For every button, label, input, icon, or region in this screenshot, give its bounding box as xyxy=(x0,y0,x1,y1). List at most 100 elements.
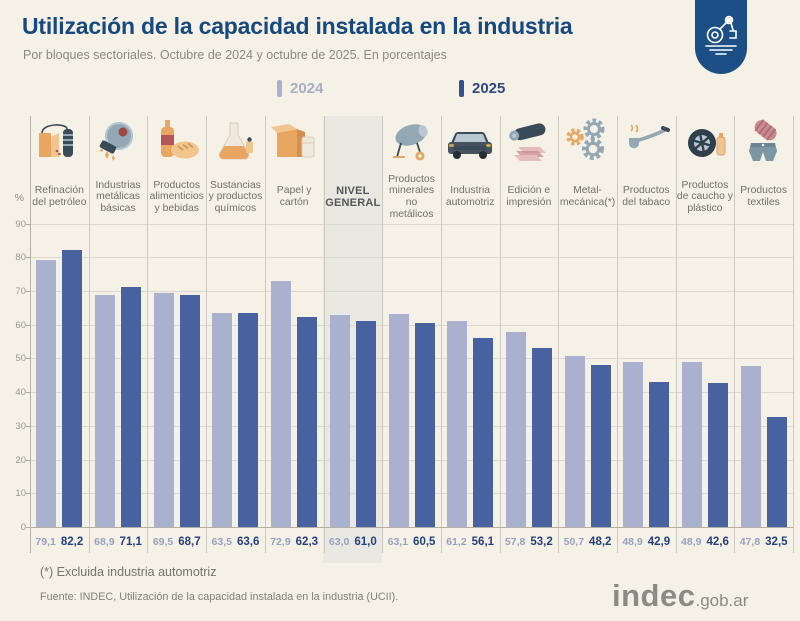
sector-label-5: Papel y cartón xyxy=(276,185,312,208)
legend-label-2024: 2024 xyxy=(290,80,324,97)
bar-2025-4 xyxy=(238,312,259,527)
y-tick-50 xyxy=(26,358,30,359)
bar-2024-4 xyxy=(212,312,233,527)
printing-roller-icon xyxy=(504,117,554,172)
robot-arm-icon xyxy=(702,13,740,62)
y-tick-10 xyxy=(26,493,30,494)
sector-icon-slot xyxy=(734,118,793,170)
sector-icon-slot xyxy=(382,118,441,170)
car-icon xyxy=(445,117,495,172)
legend-marker-2024 xyxy=(277,80,282,97)
column-divider-4 xyxy=(264,116,266,553)
value-2025: 42,9 xyxy=(647,536,671,548)
cement-mixer-icon xyxy=(387,117,437,172)
gears-icon xyxy=(563,117,613,172)
column-divider-2 xyxy=(147,116,149,553)
y-tick-label-0: 0 xyxy=(20,522,26,533)
tire-icon xyxy=(680,117,730,172)
bar-2025-11 xyxy=(649,382,670,527)
legend-marker-2025 xyxy=(459,80,464,97)
value-2024: 72,9 xyxy=(270,536,291,548)
column-divider-9 xyxy=(558,116,560,553)
y-tick-40 xyxy=(26,392,30,393)
sector-label-6: NIVEL GENERAL xyxy=(325,184,381,209)
value-2025: 32,5 xyxy=(765,536,788,548)
x-axis-line xyxy=(26,527,793,528)
gridline-70 xyxy=(30,291,793,292)
sector-icon-slot xyxy=(89,118,148,170)
value-2024: 47,8 xyxy=(739,536,761,548)
chemical-flask-icon xyxy=(210,117,260,172)
gridline-80 xyxy=(30,257,793,258)
sector-icon-slot xyxy=(676,118,735,170)
gridline-90 xyxy=(30,224,793,225)
sector-icon-slot xyxy=(617,118,676,170)
value-2024: 48,9 xyxy=(681,536,702,548)
bar-2025-9 xyxy=(531,347,552,527)
sector-label-13: Productos textiles xyxy=(740,185,788,208)
bar-2024-7 xyxy=(388,314,409,527)
sector-label-8: Industria automotriz xyxy=(445,185,495,208)
bar-2025-10 xyxy=(590,364,611,527)
indec-badge xyxy=(695,0,747,74)
bar-2025-12 xyxy=(708,383,728,527)
bar-2025-6 xyxy=(355,321,376,527)
sector-label-2: Industrias metálicas básicas xyxy=(95,179,141,214)
sector-icon-slot xyxy=(30,118,89,170)
column-divider-8 xyxy=(499,116,501,553)
value-2025: 56,1 xyxy=(471,536,495,548)
value-2025: 68,7 xyxy=(178,536,201,548)
column-divider-6 xyxy=(382,116,384,553)
y-tick-80 xyxy=(26,257,30,258)
value-2024: 63,5 xyxy=(211,536,232,548)
value-2025: 71,1 xyxy=(119,536,142,548)
value-labels-8: 61,2 56,1 xyxy=(441,532,500,550)
sector-label-4: Sustancias y productos químicos xyxy=(208,179,263,214)
y-tick-label-50: 50 xyxy=(15,353,26,364)
value-labels-2: 68,9 71,1 xyxy=(89,532,148,550)
value-2024: 68,9 xyxy=(94,536,115,548)
value-labels-4: 63,5 63,6 xyxy=(206,532,265,550)
value-labels-10: 50,7 48,2 xyxy=(558,532,617,550)
gridline-30 xyxy=(30,426,793,427)
bar-2024-3 xyxy=(153,292,174,527)
value-labels-1: 79,1 82,2 xyxy=(30,532,89,550)
value-2025: 42,6 xyxy=(706,536,729,548)
value-2024: 48,9 xyxy=(622,536,643,548)
y-tick-label-20: 20 xyxy=(15,455,26,466)
value-labels-11: 48,9 42,9 xyxy=(617,532,676,550)
value-2024: 57,8 xyxy=(504,536,526,548)
sector-icon-slot xyxy=(206,118,265,170)
y-tick-30 xyxy=(26,426,30,427)
bar-2024-10 xyxy=(564,356,585,527)
oil-refinery-icon xyxy=(34,117,84,172)
bar-2025-1 xyxy=(62,249,83,527)
value-labels-5: 72,9 62,3 xyxy=(265,532,324,550)
indec-logo-text: indec xyxy=(612,578,696,613)
y-axis-line xyxy=(30,116,31,553)
value-2024: 50,7 xyxy=(563,536,585,548)
bar-2025-3 xyxy=(179,295,200,527)
bar-2025-5 xyxy=(297,316,318,527)
value-2024: 63,0 xyxy=(328,536,350,548)
y-tick-70 xyxy=(26,291,30,292)
gridline-60 xyxy=(30,325,793,326)
value-2025: 63,6 xyxy=(236,536,260,548)
column-divider-12 xyxy=(734,116,736,553)
value-2024: 69,5 xyxy=(152,536,174,548)
gridline-40 xyxy=(30,392,793,393)
sector-icon-slot xyxy=(558,118,617,170)
page-subtitle: Por bloques sectoriales. Octubre de 2024… xyxy=(23,48,447,62)
bar-2024-8 xyxy=(447,320,468,527)
metal-grinder-icon xyxy=(93,117,143,172)
gridline-50 xyxy=(30,358,793,359)
bar-2024-11 xyxy=(623,362,644,527)
column-divider-10 xyxy=(616,116,618,553)
column-divider-11 xyxy=(675,116,677,553)
sector-icon-slot xyxy=(265,118,324,170)
column-divider-13 xyxy=(793,116,794,553)
textile-icon xyxy=(739,117,789,172)
value-2024: 61,2 xyxy=(446,536,467,548)
column-divider-5 xyxy=(323,116,325,553)
value-2025: 61,0 xyxy=(354,536,377,548)
